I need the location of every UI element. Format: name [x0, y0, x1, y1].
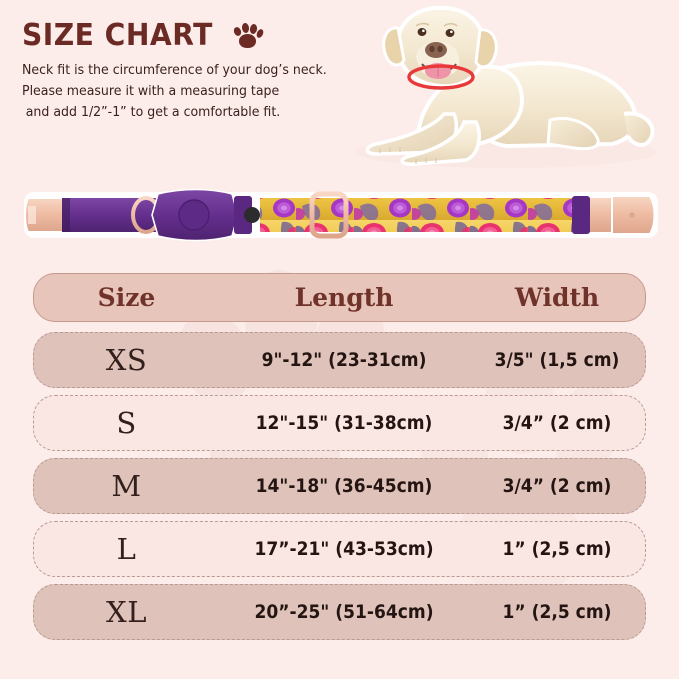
- dog-hind-leg: [546, 117, 600, 151]
- dog-eye-left: [417, 28, 427, 36]
- dog-front-leg-right: [400, 120, 481, 166]
- column-header-length: Length: [294, 283, 394, 312]
- collar-buckle-left: [24, 197, 65, 233]
- instructions-block: Neck fit is the circumference of your do…: [22, 62, 352, 120]
- dog-tail: [623, 111, 655, 147]
- size-table: Size Length Width XS 9"-12" (23-31cm) 3/…: [33, 273, 646, 647]
- dog-eye-right: [445, 29, 455, 37]
- cell-size: XS: [105, 343, 148, 377]
- cell-size: L: [116, 532, 137, 566]
- cell-size: M: [111, 469, 142, 503]
- dog-ear-left: [382, 26, 406, 67]
- header-block: SIZE CHART Neck fit is the circumference…: [22, 18, 352, 125]
- collar-keeper-left: [234, 196, 252, 234]
- cell-width: 3/4” (2 cm): [502, 412, 612, 434]
- dog-paw-toes: [379, 147, 437, 164]
- dog-nose: [425, 42, 447, 58]
- cell-length: 20”-25" (51-64cm): [254, 601, 434, 623]
- cell-length: 9"-12" (23-31cm): [261, 349, 427, 371]
- cell-size: XL: [106, 595, 147, 629]
- cell-length: 14"-18" (36-45cm): [255, 475, 433, 497]
- instruction-line-2: Please measure it with a measuring tape: [22, 83, 280, 99]
- table-row: L 17”-21" (43-53cm) 1” (2,5 cm): [33, 521, 646, 577]
- instruction-line-1: Neck fit is the circumference of your do…: [22, 62, 327, 78]
- collar-buckle-right: [590, 195, 656, 235]
- collar-floral-webbing: [260, 198, 590, 232]
- collar-keeper-right: [572, 196, 590, 234]
- instruction-line-3: and add 1/2”-1” to get a comfortable fit…: [25, 104, 281, 120]
- neck-measurement-indicator: [407, 64, 475, 90]
- paw-print-icon: [232, 22, 265, 50]
- dog-photo: [336, 2, 676, 174]
- collar-slider-adjuster: [309, 191, 349, 239]
- table-row: S 12"-15" (31-38cm) 3/4” (2 cm): [33, 395, 646, 451]
- table-row: XL 20”-25" (51-64cm) 1” (2,5 cm): [33, 584, 646, 640]
- dog-body-group: [356, 5, 656, 168]
- cell-size: S: [116, 406, 137, 440]
- table-row: XS 9"-12" (23-31cm) 3/5" (1,5 cm): [33, 332, 646, 388]
- cell-length: 17”-21" (43-53cm): [254, 538, 434, 560]
- airtag-holder: [151, 188, 239, 242]
- collar-snap-button: [244, 207, 260, 223]
- cell-length: 12"-15" (31-38cm): [255, 412, 433, 434]
- cell-width: 1” (2,5 cm): [502, 538, 612, 560]
- cell-width: 3/5" (1,5 cm): [494, 349, 620, 371]
- cell-width: 3/4” (2 cm): [502, 475, 612, 497]
- column-header-size: Size: [97, 283, 156, 312]
- title-row: SIZE CHART: [22, 18, 352, 53]
- column-header-width: Width: [514, 283, 600, 312]
- table-row: M 14"-18" (36-45cm) 3/4” (2 cm): [33, 458, 646, 514]
- table-header-row: Size Length Width: [33, 273, 646, 322]
- collar-product-photo: [6, 176, 673, 254]
- cell-width: 1” (2,5 cm): [502, 601, 612, 623]
- dog-ear-right: [474, 28, 498, 69]
- page-title: SIZE CHART: [22, 18, 213, 53]
